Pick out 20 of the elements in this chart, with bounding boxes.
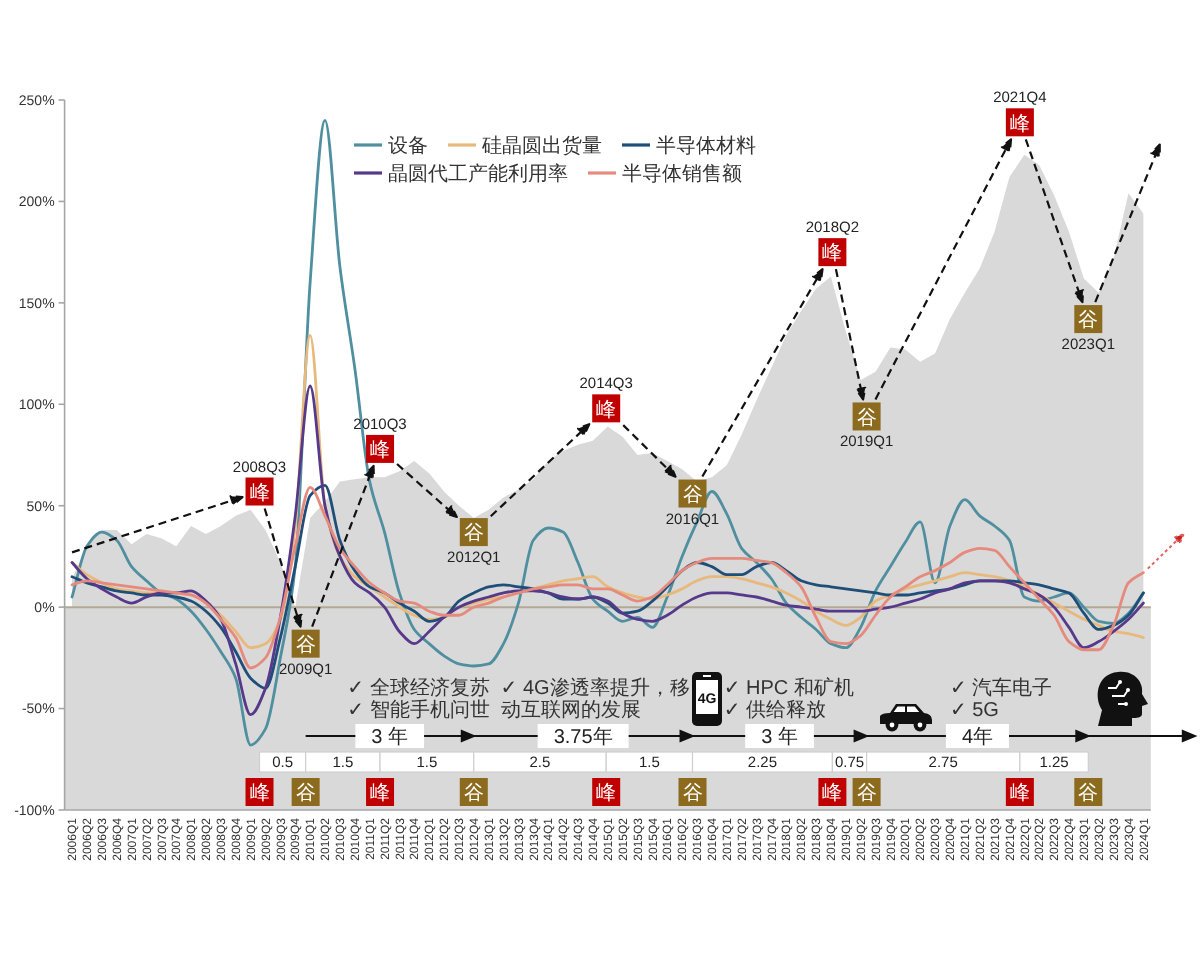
annotation: 4年 [945,724,1009,750]
annotation: 3 年 [745,724,814,750]
annotation: 3 年 [761,725,798,750]
annotation: ✓ 全球经济复苏 [347,678,490,700]
annotation: 3.75年 [553,725,613,750]
annotation: 3.75年 [537,724,629,750]
annotation: 4年 [961,725,994,750]
annotation: ✓ 4G渗透率提升，移动互联网的发展 [500,678,690,722]
legend-label: 硅晶圆出货量 [482,136,602,158]
annotation: ✓ 5G [949,700,999,722]
annotation: 3 年 [355,724,425,750]
annotation: ✓ 智能手机问世 [347,700,490,722]
annotation: 3 年 [371,725,409,750]
legend-label: 设备 [388,136,428,158]
annotation: ✓ 供给释放 [723,700,827,722]
legend-label: 晶圆代工产能利用率 [388,164,568,186]
annotation: ✓ HPC 和矿机 [723,678,854,700]
legend-label: 半导体销售额 [622,164,742,186]
annotation: ✓ 汽车电子 [949,678,1053,700]
legend-label: 半导体材料 [656,136,756,158]
